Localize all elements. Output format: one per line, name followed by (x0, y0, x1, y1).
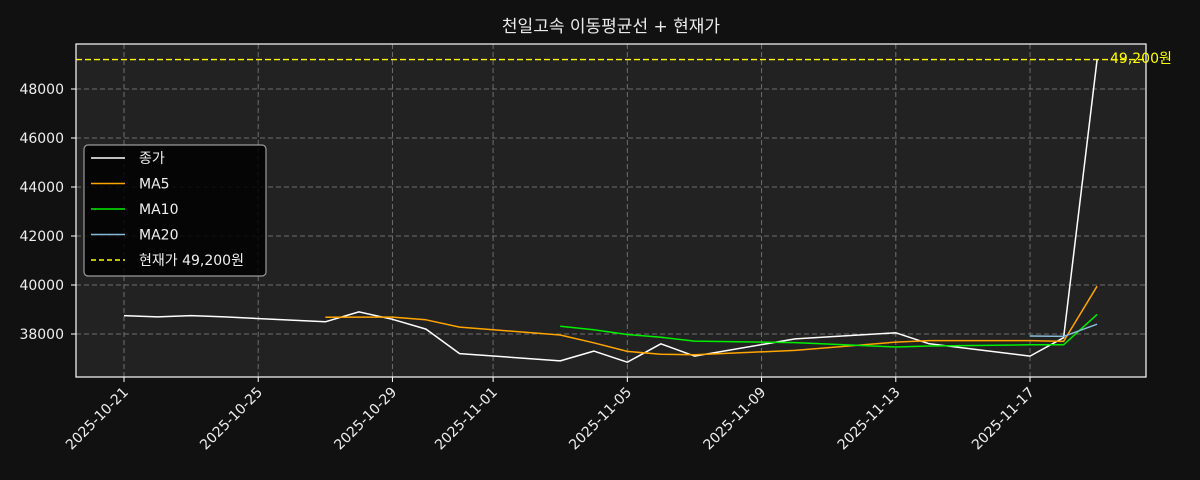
series-종가 (123, 59, 1098, 363)
y-tick-label: 48000 (19, 82, 64, 98)
legend-label: 종가 (139, 151, 165, 167)
plot-frame (75, 43, 1147, 378)
y-tick-label: 40000 (19, 278, 64, 294)
legend-box (83, 144, 267, 277)
y-tick-label: 46000 (19, 131, 64, 147)
chart-title: 천일고속 이동평균선 + 현재가 (502, 17, 720, 37)
x-tick-label: 2025-11-09 (701, 385, 770, 454)
y-tick-label: 38000 (19, 327, 64, 343)
current-price-annotation: 49,200원 (1110, 51, 1172, 67)
legend-label: MA5 (139, 177, 170, 193)
series-lines (123, 59, 1098, 363)
y-axis: 38000 40000 42000 44000 46000 48000 (19, 82, 76, 343)
x-tick-label: 2025-10-21 (63, 385, 132, 454)
x-axis: 2025-10-21 2025-10-25 2025-10-29 2025-11-01… (63, 377, 1038, 453)
x-tick-label: 2025-11-05 (566, 385, 635, 454)
x-tick-label: 2025-11-17 (969, 385, 1038, 454)
x-tick-label: 2025-11-01 (432, 385, 501, 454)
series-ma10 (560, 313, 1098, 348)
x-tick-label: 2025-10-29 (331, 385, 400, 454)
y-tick-label: 44000 (19, 180, 64, 196)
series-ma20 (1029, 323, 1098, 338)
x-tick-label: 2025-10-25 (197, 385, 266, 454)
y-tick-label: 42000 (19, 229, 64, 245)
series-ma5 (325, 285, 1098, 356)
legend-label: 현재가 49,200원 (139, 253, 244, 269)
legend-label: MA20 (139, 228, 178, 244)
x-tick-label: 2025-11-13 (835, 385, 904, 454)
legend-label: MA10 (139, 202, 178, 218)
legend: 종가 MA5 MA10 MA20 현재가 49,200원 (83, 144, 267, 277)
